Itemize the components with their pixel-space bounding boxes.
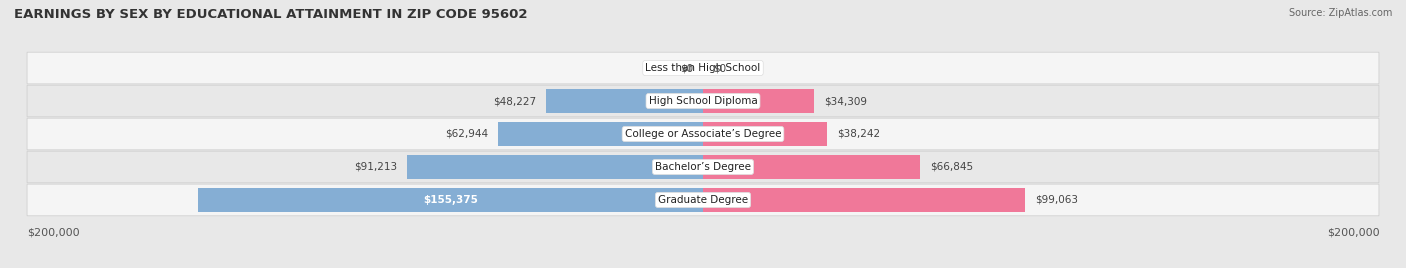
- FancyBboxPatch shape: [27, 52, 1379, 84]
- Text: $99,063: $99,063: [1035, 195, 1077, 205]
- Text: $91,213: $91,213: [354, 162, 396, 172]
- Bar: [703, 188, 1025, 212]
- Bar: [703, 89, 814, 113]
- Text: $34,309: $34,309: [824, 96, 868, 106]
- Text: High School Diploma: High School Diploma: [648, 96, 758, 106]
- Text: College or Associate’s Degree: College or Associate’s Degree: [624, 129, 782, 139]
- Bar: [547, 89, 703, 113]
- Text: $0: $0: [681, 63, 693, 73]
- FancyBboxPatch shape: [27, 85, 1379, 117]
- Text: $62,944: $62,944: [446, 129, 489, 139]
- Bar: [703, 122, 827, 146]
- Text: Less than High School: Less than High School: [645, 63, 761, 73]
- Text: $0: $0: [713, 63, 725, 73]
- Bar: [198, 188, 703, 212]
- Text: $155,375: $155,375: [423, 195, 478, 205]
- Text: Graduate Degree: Graduate Degree: [658, 195, 748, 205]
- FancyBboxPatch shape: [27, 151, 1379, 183]
- Text: Bachelor’s Degree: Bachelor’s Degree: [655, 162, 751, 172]
- Text: $66,845: $66,845: [929, 162, 973, 172]
- Text: EARNINGS BY SEX BY EDUCATIONAL ATTAINMENT IN ZIP CODE 95602: EARNINGS BY SEX BY EDUCATIONAL ATTAINMEN…: [14, 8, 527, 21]
- Text: Source: ZipAtlas.com: Source: ZipAtlas.com: [1288, 8, 1392, 18]
- FancyBboxPatch shape: [27, 184, 1379, 216]
- Bar: [406, 155, 703, 179]
- FancyBboxPatch shape: [27, 118, 1379, 150]
- Text: $38,242: $38,242: [837, 129, 880, 139]
- Text: $48,227: $48,227: [494, 96, 537, 106]
- Bar: [703, 155, 921, 179]
- Bar: [499, 122, 703, 146]
